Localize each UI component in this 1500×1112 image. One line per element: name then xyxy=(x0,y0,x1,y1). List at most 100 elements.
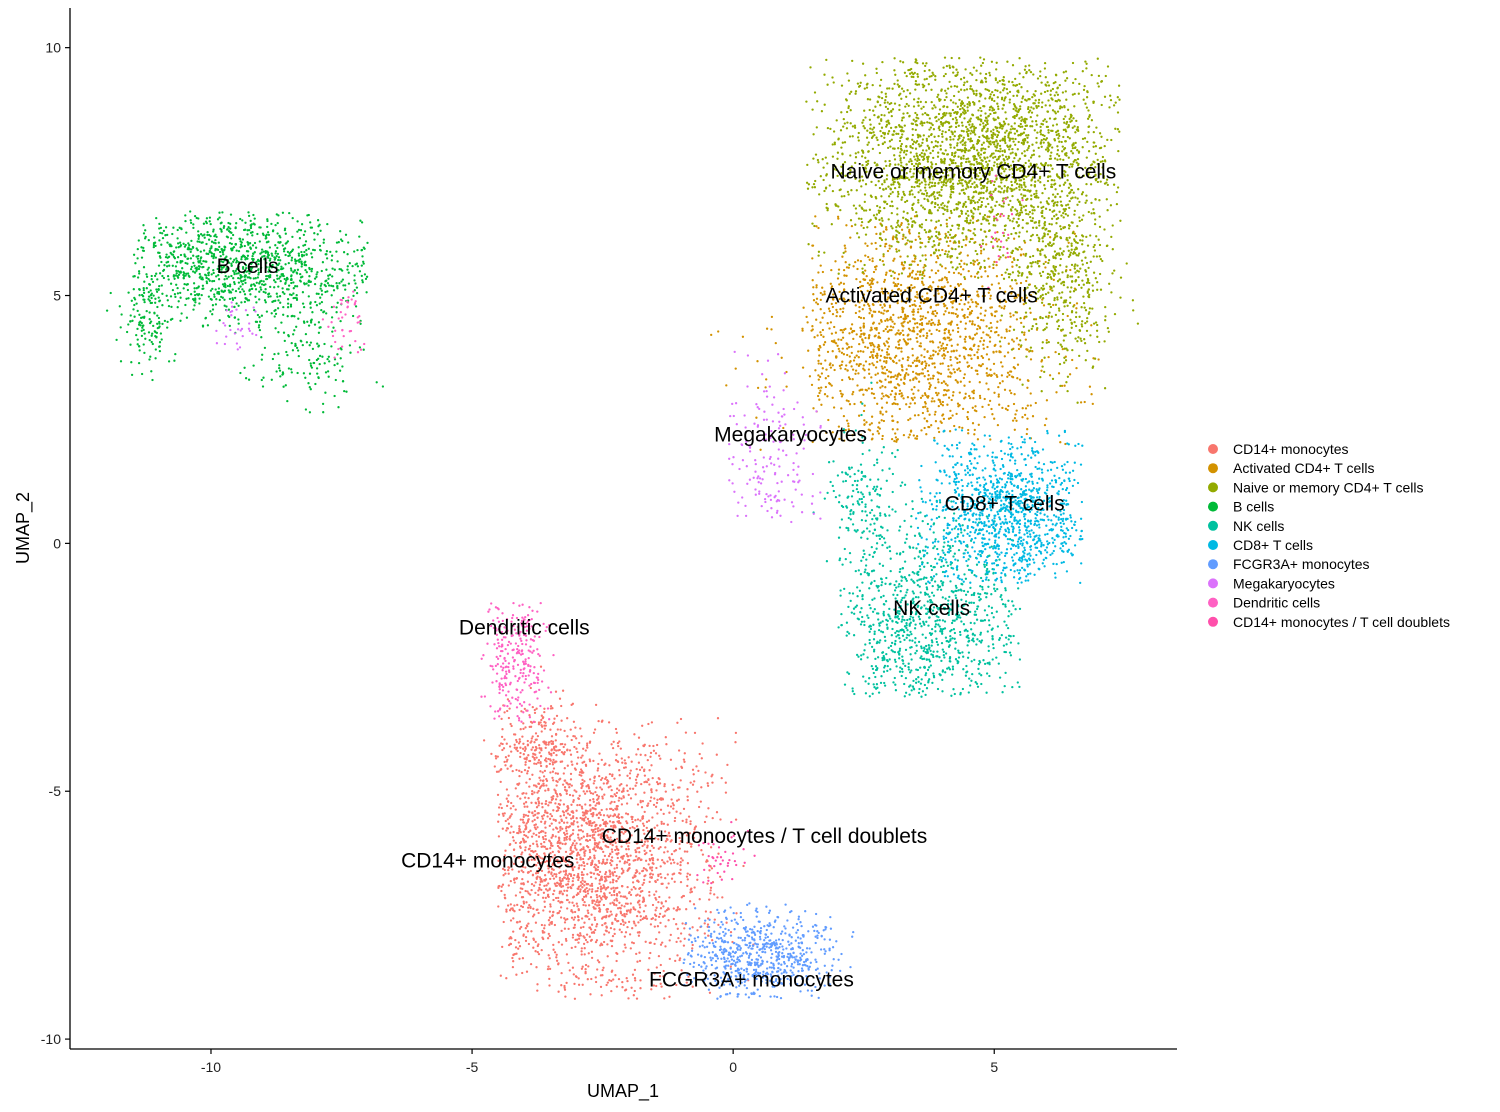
data-point xyxy=(591,901,594,905)
data-point xyxy=(764,386,767,389)
data-point xyxy=(557,850,560,853)
data-point xyxy=(533,818,536,822)
data-point xyxy=(581,857,585,861)
data-point xyxy=(515,746,519,749)
data-point xyxy=(1019,105,1022,108)
data-point xyxy=(875,67,878,70)
series-activated-cd4-t-cells xyxy=(710,215,1100,451)
data-point xyxy=(571,794,575,797)
data-point xyxy=(950,398,953,402)
data-point xyxy=(1064,442,1067,446)
data-point xyxy=(921,277,924,280)
data-point xyxy=(930,424,933,427)
data-point xyxy=(864,388,867,392)
data-point xyxy=(577,918,580,922)
data-point xyxy=(570,866,574,869)
data-point xyxy=(651,816,654,819)
data-point xyxy=(905,368,908,371)
data-point xyxy=(944,250,947,253)
data-point xyxy=(911,361,915,364)
data-point xyxy=(689,822,692,826)
data-point xyxy=(614,759,618,762)
data-point xyxy=(665,886,668,889)
data-point xyxy=(570,784,573,787)
data-point xyxy=(578,803,581,807)
data-point xyxy=(558,879,562,882)
data-point xyxy=(880,406,884,409)
data-point xyxy=(545,760,548,763)
data-point xyxy=(923,228,926,232)
data-point xyxy=(857,315,861,319)
data-point xyxy=(945,95,948,99)
data-point xyxy=(836,311,839,314)
data-point xyxy=(944,393,948,396)
data-point xyxy=(621,913,624,917)
data-point xyxy=(913,414,917,417)
data-point xyxy=(888,244,891,247)
data-point xyxy=(939,362,942,365)
data-point xyxy=(924,183,927,186)
data-point xyxy=(572,973,575,976)
data-point xyxy=(590,871,593,875)
data-point xyxy=(868,429,872,432)
data-point xyxy=(673,880,676,883)
data-point xyxy=(918,329,921,333)
data-point xyxy=(576,825,580,828)
data-point xyxy=(1006,375,1009,378)
data-point xyxy=(547,757,550,761)
data-point xyxy=(1029,215,1032,219)
data-point xyxy=(896,403,899,406)
data-point xyxy=(544,879,547,882)
data-point xyxy=(928,329,931,332)
data-point xyxy=(635,767,638,771)
data-point xyxy=(818,354,821,357)
data-point xyxy=(620,816,623,819)
data-point xyxy=(942,380,946,383)
data-point xyxy=(880,96,884,100)
data-point xyxy=(546,847,549,851)
data-point xyxy=(890,138,893,141)
data-point xyxy=(586,892,590,895)
data-point xyxy=(903,320,906,323)
data-point xyxy=(878,206,882,209)
data-point xyxy=(513,743,516,746)
data-point xyxy=(833,368,836,372)
data-point xyxy=(931,321,935,325)
data-point xyxy=(550,748,554,751)
data-point xyxy=(505,908,508,911)
data-point xyxy=(599,778,603,782)
data-point xyxy=(937,292,940,295)
data-point xyxy=(550,822,553,825)
data-point xyxy=(617,799,620,802)
data-point xyxy=(1026,379,1030,382)
data-point xyxy=(606,910,609,914)
data-point xyxy=(649,751,653,755)
data-point xyxy=(860,333,863,336)
data-point xyxy=(920,151,923,155)
data-point xyxy=(890,328,893,332)
data-point xyxy=(941,130,944,133)
data-point xyxy=(593,854,596,857)
data-point xyxy=(893,356,897,359)
data-point xyxy=(577,797,580,800)
data-point xyxy=(862,317,866,320)
data-point xyxy=(535,843,539,846)
data-point xyxy=(1071,152,1075,155)
data-point xyxy=(994,343,997,347)
data-point xyxy=(575,809,578,812)
data-point xyxy=(945,222,948,225)
data-point xyxy=(992,350,995,354)
data-point xyxy=(909,379,912,382)
data-point xyxy=(620,757,623,760)
data-point xyxy=(951,394,955,397)
data-point xyxy=(982,58,986,61)
data-point xyxy=(900,263,904,266)
data-point xyxy=(657,847,660,850)
data-point xyxy=(581,784,584,787)
data-point xyxy=(577,836,580,839)
data-point xyxy=(1009,312,1012,315)
data-point xyxy=(653,972,656,975)
data-point xyxy=(857,131,860,135)
data-point xyxy=(503,711,506,714)
data-point xyxy=(891,289,894,292)
